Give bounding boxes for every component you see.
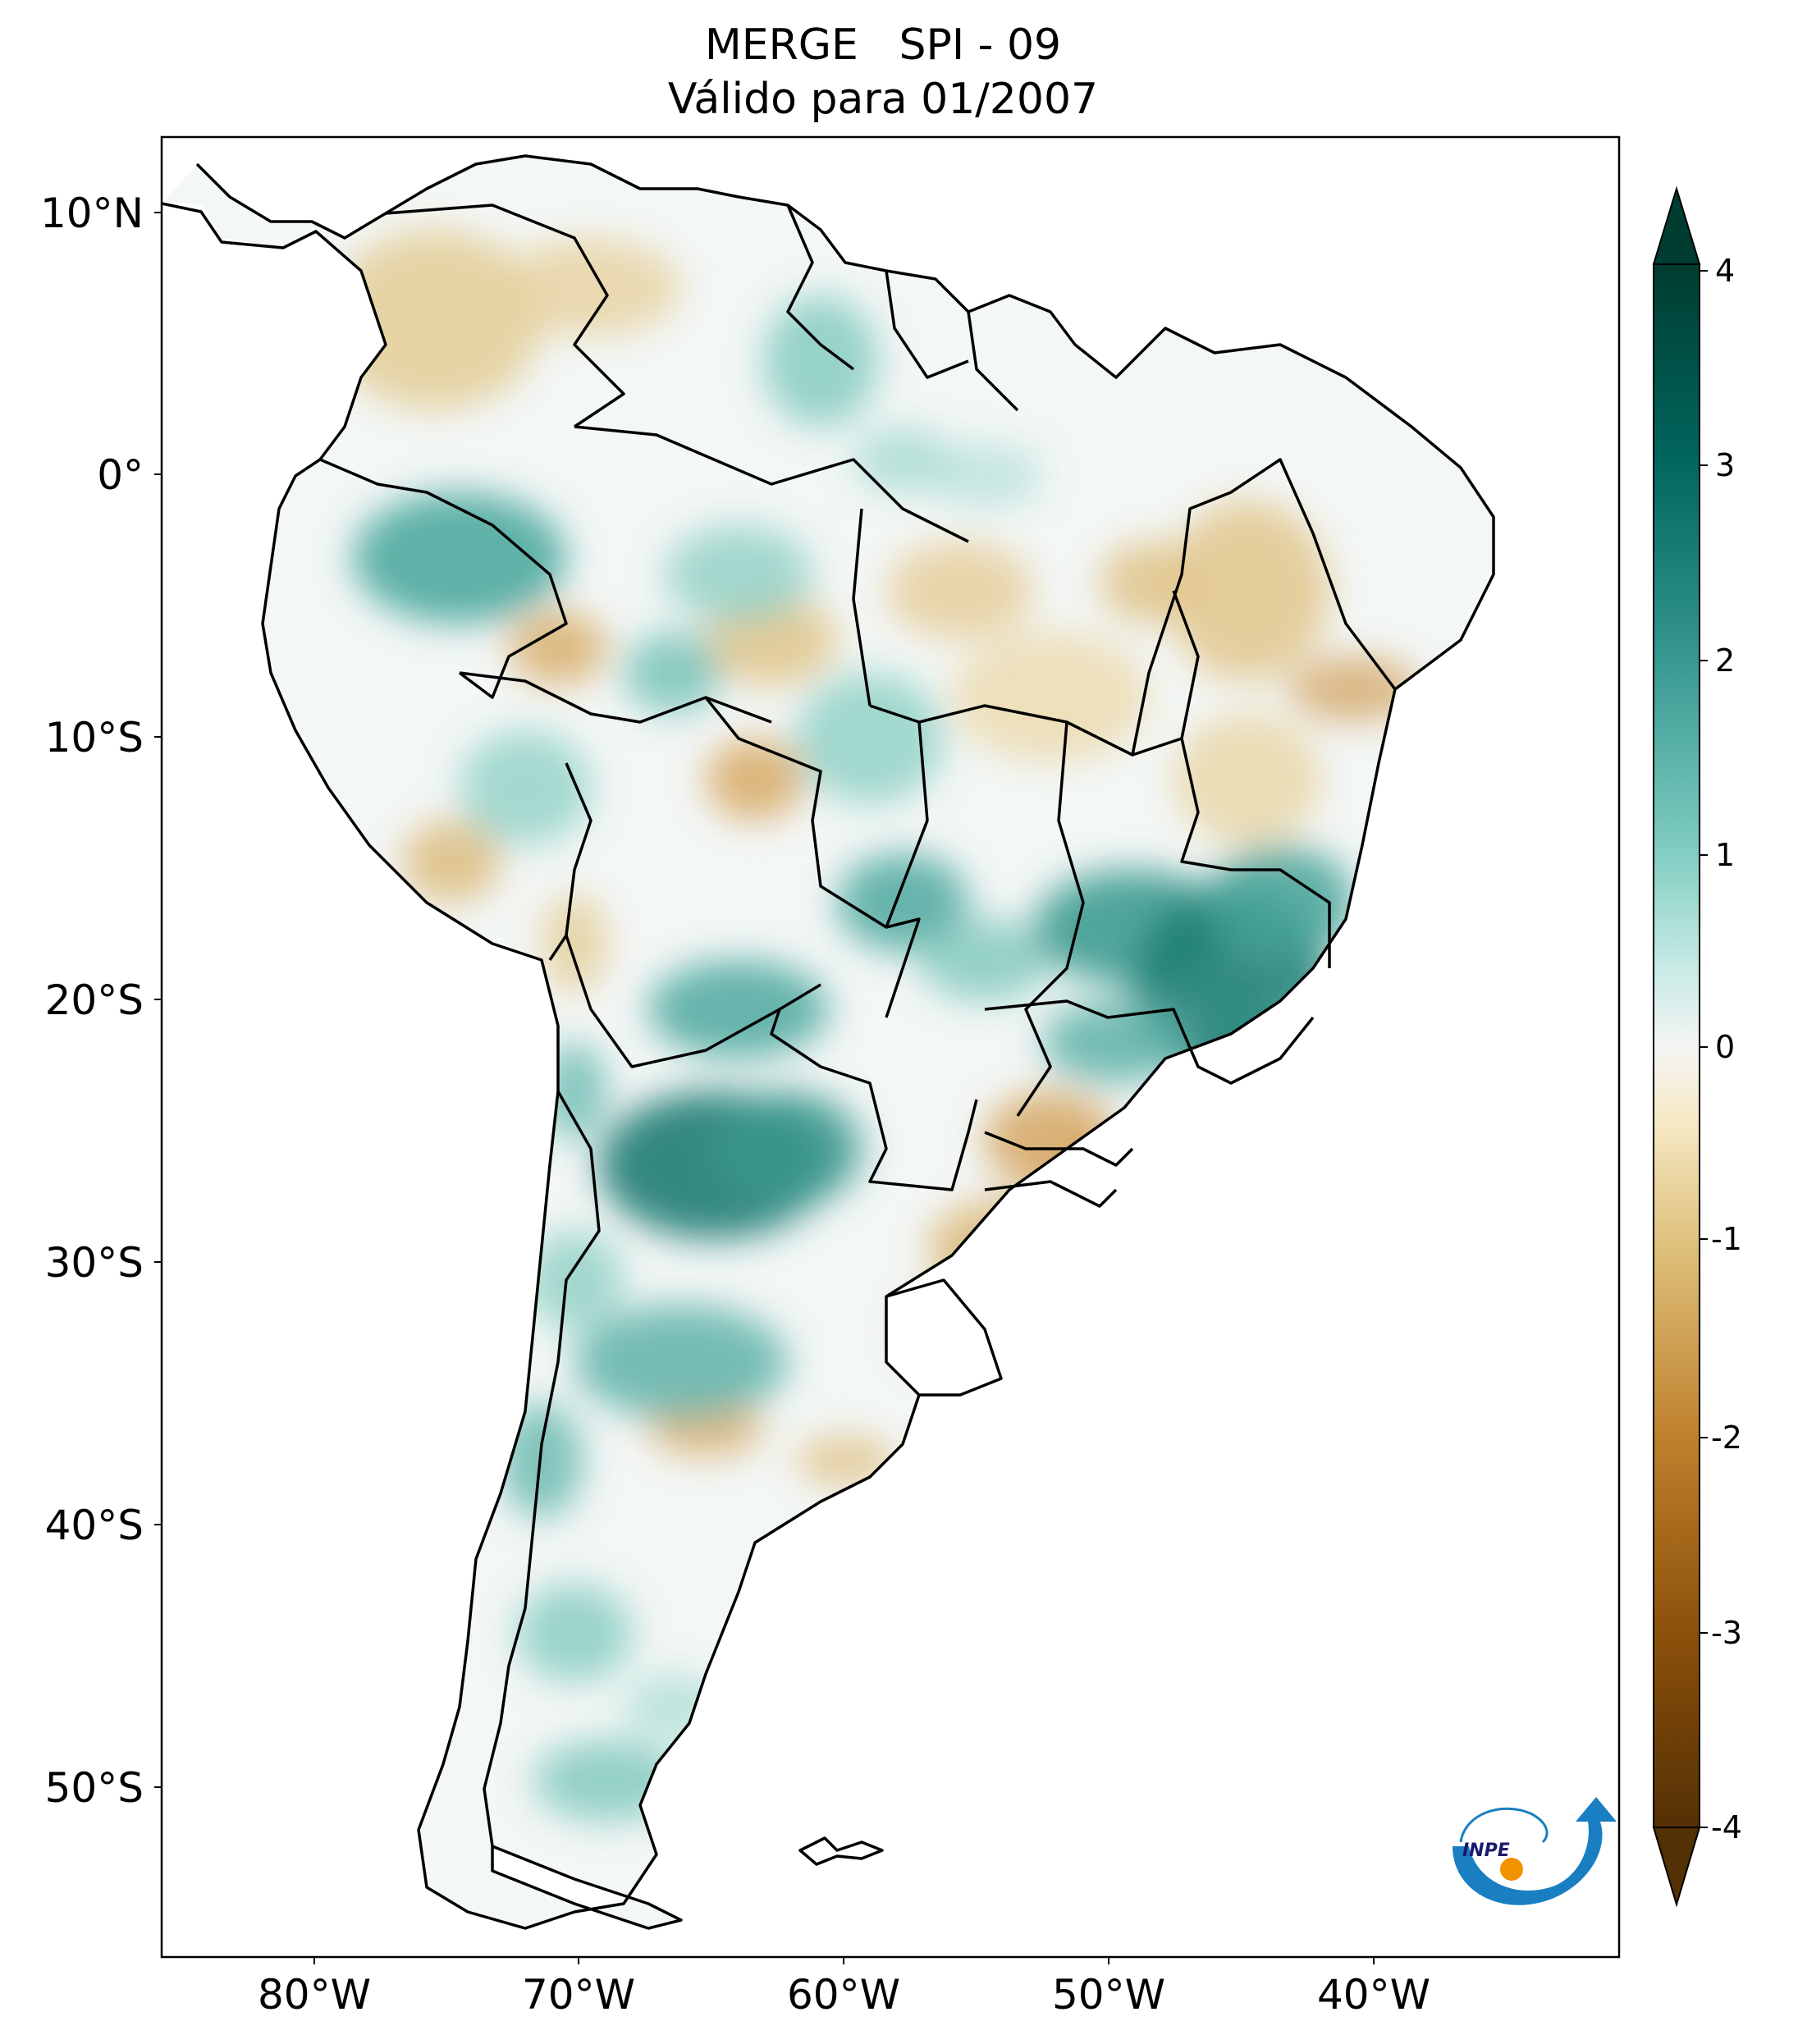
- lat-axis: 10°N 0° 10°S 20°S 30°S 40°S 50°S: [40, 190, 162, 1812]
- colorbar-label-4: 4: [1715, 253, 1735, 289]
- colorbar-label-3: 3: [1715, 447, 1735, 483]
- inpe-logo: INPE: [1453, 1797, 1617, 1905]
- lon-label-50w: 50°W: [1052, 1971, 1165, 2019]
- colorbar-label-neg3: -3: [1711, 1615, 1742, 1651]
- border-paraguay: [770, 1008, 978, 1191]
- border-brazil-states-f: [984, 1131, 1134, 1208]
- border-bolivia-brazil: [704, 696, 921, 1018]
- border-chile-argentina: [483, 1091, 601, 1847]
- lon-label-60w: 60°W: [787, 1971, 900, 2019]
- colorbar-label-neg2: -2: [1711, 1420, 1742, 1456]
- lat-label-40s: 40°S: [45, 1502, 144, 1549]
- colorbar-top-arrow: [1652, 185, 1701, 265]
- border-bolivia-paraguay-chile: [565, 935, 821, 1068]
- border-peru-bolivia: [548, 762, 592, 961]
- colorbar-label-neg1: -1: [1711, 1221, 1742, 1257]
- country-borders: [162, 154, 1495, 1930]
- border-colombia-venezuela: [385, 203, 625, 428]
- lon-axis: 80°W 70°W 60°W 50°W 40°W: [258, 1957, 1430, 2019]
- inpe-logo-text: INPE: [1462, 1841, 1510, 1861]
- border-brazil-states-d: [1131, 458, 1397, 756]
- map-title-line1: MERGE SPI - 09: [705, 21, 1061, 70]
- colorbar-label-2: 2: [1715, 642, 1735, 679]
- border-argentina-uruguay: [885, 1278, 1003, 1397]
- border-peru-brazil: [459, 671, 772, 724]
- border-brazil-north: [574, 425, 969, 543]
- lon-label-70w: 70°W: [522, 1971, 635, 2019]
- border-brazil-states-e: [984, 999, 1315, 1085]
- lon-label-80w: 80°W: [258, 1971, 371, 2019]
- lat-label-10n: 10°N: [40, 190, 144, 237]
- map-title-line2: Válido para 01/2007: [668, 75, 1098, 124]
- colorbar: 4 3 2 1 0 -1 -2 -3 -4: [1652, 185, 1742, 1908]
- border-guianas: [885, 270, 1019, 412]
- colorbar-body: [1653, 263, 1700, 1828]
- inpe-logo-orbit-icon: [1459, 1807, 1549, 1844]
- colorbar-label-0: 0: [1715, 1029, 1735, 1065]
- border-brazil-states-b: [1016, 721, 1085, 1117]
- lat-label-10s: 10°S: [45, 714, 144, 761]
- inpe-logo-dot-icon: [1500, 1858, 1523, 1881]
- continent-outline: [162, 154, 1495, 1930]
- border-brazil-states-c: [1180, 738, 1331, 968]
- border-colombia-ecuador-peru: [319, 458, 568, 699]
- lat-label-0: 0°: [97, 451, 144, 499]
- inpe-logo-arrow-icon: [1453, 1797, 1617, 1905]
- border-brazil-states-a: [869, 590, 1200, 757]
- colorbar-ticks: [1700, 270, 1708, 1828]
- tierra-del-fuego: [491, 1845, 683, 1930]
- colorbar-label-1: 1: [1715, 837, 1735, 873]
- lat-label-50s: 50°S: [45, 1764, 144, 1812]
- border-brazil-states-g: [852, 508, 929, 928]
- lat-label-20s: 20°S: [45, 976, 144, 1024]
- border-venezuela-guyana: [786, 204, 855, 371]
- colorbar-bottom-arrow: [1652, 1827, 1701, 1908]
- falkland-islands: [798, 1836, 884, 1866]
- lon-label-40w: 40°W: [1317, 1971, 1430, 2019]
- colorbar-label-neg4: -4: [1711, 1809, 1742, 1845]
- lat-label-30s: 30°S: [45, 1239, 144, 1287]
